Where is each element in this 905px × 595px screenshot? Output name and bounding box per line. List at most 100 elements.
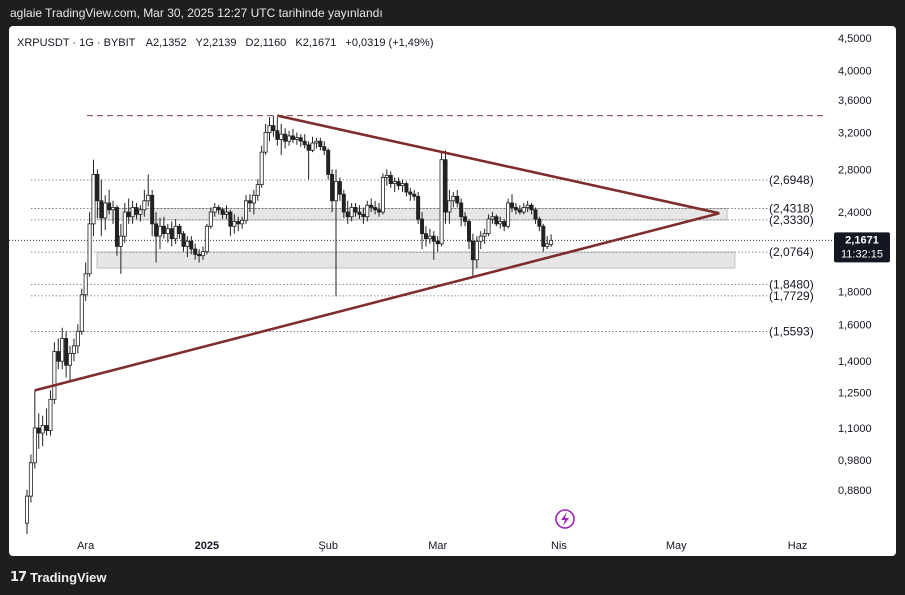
candle-body: [130, 207, 135, 218]
candle: [259, 145, 264, 188]
candle-body: [275, 130, 280, 140]
chart-frame[interactable]: (2,6948) (2,4318) (2,3330) (2,0764) (1,8480)…: [9, 26, 896, 556]
candle: [384, 169, 389, 186]
candle-body: [357, 211, 362, 215]
candle: [341, 189, 346, 218]
tradingview-logo[interactable]: 17 TradingView: [10, 570, 106, 585]
candle-body: [322, 146, 327, 151]
candle: [177, 223, 182, 239]
candle: [197, 249, 202, 263]
candle: [154, 212, 159, 263]
candle-body: [529, 204, 534, 211]
candle: [326, 148, 331, 180]
candle-body: [197, 253, 202, 257]
candle: [271, 115, 276, 137]
level-label-6: (1,5593): [769, 324, 814, 338]
candle-body: [513, 207, 518, 211]
candle-body: [373, 207, 378, 211]
candle: [64, 331, 69, 378]
price-tick-3: 3,2000: [838, 127, 872, 139]
candle-body: [287, 135, 292, 142]
candle: [283, 128, 288, 149]
candle-body: [369, 204, 374, 208]
candle: [208, 207, 213, 229]
candle-body: [103, 202, 108, 219]
candle: [111, 200, 116, 224]
candle-body: [427, 235, 432, 240]
candle: [95, 169, 100, 218]
candle: [255, 179, 260, 201]
candle: [189, 236, 194, 255]
price-tick-1: 4,0000: [838, 66, 872, 78]
candle: [416, 192, 421, 224]
candle-body: [537, 218, 542, 227]
candle-body: [494, 216, 499, 225]
candle: [60, 327, 65, 370]
candle: [247, 194, 252, 213]
candle: [99, 179, 104, 237]
candle-body: [279, 133, 284, 140]
candle: [345, 200, 350, 224]
candle: [306, 141, 311, 180]
candle-body: [204, 225, 209, 253]
candle: [52, 342, 57, 404]
candle-body: [169, 228, 174, 240]
price-tick-4: 2,8000: [838, 164, 872, 176]
footer-bar: 17 TradingView: [0, 560, 905, 595]
candle: [185, 236, 190, 258]
candle: [314, 137, 319, 149]
lightning-icon[interactable]: [555, 509, 575, 529]
candle: [521, 202, 526, 215]
candle: [310, 136, 315, 153]
candle-body: [330, 173, 335, 202]
candle-body: [28, 462, 33, 497]
candle-body: [404, 183, 409, 193]
candle-body: [490, 216, 495, 220]
candle-body: [349, 207, 354, 218]
candle: [353, 202, 358, 217]
candle-body: [142, 200, 147, 211]
time-tick-3: Mar: [428, 540, 447, 552]
candle: [263, 123, 268, 155]
candle-body: [228, 211, 233, 227]
candle-body: [247, 200, 252, 204]
candle-body: [157, 225, 162, 237]
candle-body: [326, 149, 331, 175]
candle: [400, 179, 405, 193]
candle: [427, 228, 432, 244]
price-chart[interactable]: (2,6948) (2,4318)(2,3330) (2,0764) (1,8480)…: [9, 26, 896, 556]
candle: [232, 214, 237, 234]
candle: [412, 189, 417, 201]
candle-body: [549, 239, 554, 245]
candle-body: [439, 159, 444, 245]
price-tick-11: 0,9800: [838, 455, 872, 467]
candle: [107, 189, 112, 215]
candle: [83, 262, 88, 302]
candle: [510, 194, 515, 213]
level-label-3: (2,0764): [769, 245, 814, 259]
candle-body: [498, 221, 503, 225]
candle: [201, 246, 206, 260]
candle-body: [396, 181, 401, 187]
candle-body: [212, 207, 217, 213]
candle: [87, 212, 92, 277]
candle-body: [345, 211, 350, 218]
candle: [251, 189, 256, 215]
time-tick-2: Şub: [318, 540, 338, 552]
candle: [220, 207, 225, 220]
candle: [36, 413, 41, 449]
candle: [114, 205, 119, 256]
candle-body: [463, 216, 468, 222]
candle: [40, 415, 45, 447]
publish-header: aglaie TradingView.com, Mar 30, 2025 12:…: [0, 0, 905, 26]
candle: [287, 130, 292, 146]
levels-layer: (2,6948) (2,4318)(2,3330) (2,0764) (1,8480)…: [9, 115, 834, 338]
candle-body: [517, 209, 522, 213]
candle: [408, 187, 413, 201]
candle: [349, 202, 354, 222]
candle-body: [482, 233, 487, 237]
candle: [216, 205, 221, 215]
candle: [322, 141, 327, 155]
candle: [138, 205, 143, 222]
candle-body: [290, 135, 295, 140]
